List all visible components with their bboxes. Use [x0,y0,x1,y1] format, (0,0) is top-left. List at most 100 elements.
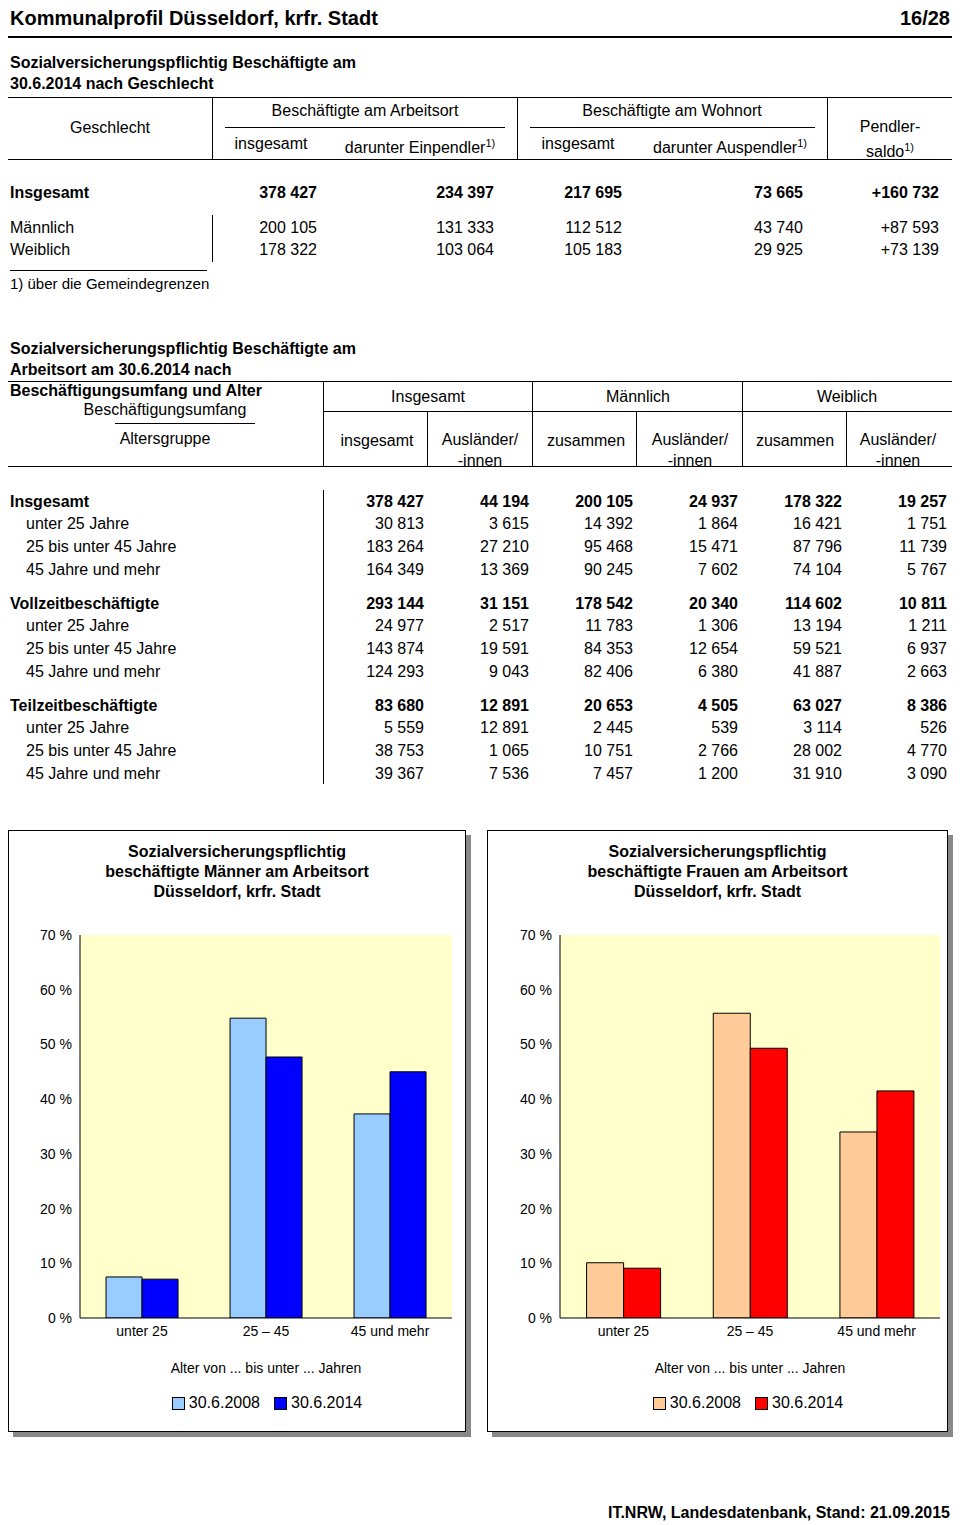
svg-text:30 %: 30 % [520,1146,552,1162]
svg-text:Alter von ... bis unter ... Ja: Alter von ... bis unter ... Jahren [655,1360,846,1376]
svg-text:0 %: 0 % [48,1310,72,1326]
html-text:zusammen: zusammen [546,431,626,449]
html-text:73 665: 73 665 [754,183,803,201]
svg-text:70 %: 70 % [520,927,552,943]
svg-text:45 und mehr: 45 und mehr [837,1323,916,1339]
html-text:insgesamt: insgesamt [541,134,615,152]
html-text:293 144: 293 144 [366,594,424,612]
html-text:7 602: 7 602 [698,560,738,578]
html-text:+160 732: +160 732 [871,183,939,201]
html-text:Ausländer/ -innen: Ausländer/ -innen [441,430,519,469]
html-text:30 813: 30 813 [375,515,424,533]
html-text:insgesamt: insgesamt [234,134,308,152]
html-text:Pendler- saldo1): Pendler- saldo1) [859,117,921,160]
html-text:14 392: 14 392 [584,515,633,533]
html-text:178 322: 178 322 [784,492,842,510]
html-text:Weiblich: Weiblich [816,387,878,405]
html-text:1 864: 1 864 [698,515,738,533]
html-text:Kommunalprofil Düsseldorf, krf: Kommunalprofil Düsseldorf, krfr. Stadt [10,7,378,29]
html-text:378 427: 378 427 [259,183,317,201]
svg-text:20 %: 20 % [520,1201,552,1217]
html-text:178 322: 178 322 [259,240,317,258]
html-text:19 257: 19 257 [898,492,947,510]
html-text:Beschäftigte am Wohnort: Beschäftigte am Wohnort [582,101,762,119]
html-text:24 937: 24 937 [689,492,738,510]
html-text:Ausländer/ -innen: Ausländer/ -innen [651,430,729,469]
html-text:217 695: 217 695 [564,183,622,201]
svg-text:25 – 45: 25 – 45 [727,1323,774,1339]
html-text:112 512: 112 512 [565,218,622,236]
html-text:20 340: 20 340 [689,594,738,612]
html-text:Weiblich: Weiblich [10,240,71,258]
html-text:Sozialversicherungspflichtig B: Sozialversicherungspflichtig Beschäftigt… [10,53,356,92]
svg-text:50 %: 50 % [520,1036,552,1052]
html-text:Insgesamt: Insgesamt [391,387,465,405]
html-text:Altersgruppe: Altersgruppe [119,429,211,447]
html-text:29 925: 29 925 [754,240,803,258]
html-text:Beschäftigte am Arbeitsort: Beschäftigte am Arbeitsort [271,101,459,119]
html-text:114 602: 114 602 [785,594,842,612]
html-text:2 517: 2 517 [489,617,529,635]
html-text:11 783: 11 783 [585,617,633,635]
html-text:Geschlecht: Geschlecht [70,118,150,136]
svg-text:25 – 45: 25 – 45 [243,1323,290,1339]
html-text:44 194: 44 194 [480,492,529,510]
svg-text:40 %: 40 % [520,1091,552,1107]
html-text:unter 25 Jahre: unter 25 Jahre [26,617,130,635]
html-text:3 615: 3 615 [489,515,529,533]
svg-text:40 %: 40 % [40,1091,72,1107]
html-text:insgesamt: insgesamt [340,431,414,449]
html-text:200 105: 200 105 [259,218,317,236]
svg-text:30 %: 30 % [40,1146,72,1162]
html-text:105 183: 105 183 [564,240,622,258]
svg-text:10 %: 10 % [40,1255,72,1271]
html-text:13 369: 13 369 [480,560,529,578]
svg-text:Alter von ... bis unter ... Ja: Alter von ... bis unter ... Jahren [171,1360,362,1376]
svg-text:45 und mehr: 45 und mehr [351,1323,430,1339]
html-text:+87 593: +87 593 [880,218,939,236]
html-text:31 151: 31 151 [480,594,529,612]
html-text:1) über die Gemeindegrenzen: 1) über die Gemeindegrenzen [10,275,210,293]
html-text:16/28: 16/28 [899,7,950,29]
svg-text:10 %: 10 % [520,1255,552,1271]
html-text:Männlich: Männlich [606,387,670,405]
html-text:Insgesamt: Insgesamt [10,183,90,201]
svg-text:70 %: 70 % [40,927,72,943]
svg-text:unter 25: unter 25 [598,1323,650,1339]
html-text:45 Jahre und mehr: 45 Jahre und mehr [26,560,161,578]
html-text:200 105: 200 105 [575,492,633,510]
html-text:164 349: 164 349 [366,560,424,578]
svg-text:60 %: 60 % [520,982,552,998]
html-text:43 740: 43 740 [754,218,803,236]
html-text:234 397: 234 397 [436,183,494,201]
svg-text:0 %: 0 % [528,1310,552,1326]
html-text:Männlich: Männlich [10,218,74,236]
svg-text:unter 25: unter 25 [116,1323,168,1339]
html-text:378 427: 378 427 [366,492,424,510]
html-text:5 767: 5 767 [907,560,947,578]
html-text:16 421: 16 421 [793,515,842,533]
html-text:Insgesamt: Insgesamt [10,492,90,510]
html-text:Sozialversicherungspflichtig B: Sozialversicherungspflichtig Beschäftigt… [10,339,356,399]
html-text:178 542: 178 542 [575,594,633,612]
html-text:zusammen: zusammen [755,431,835,449]
html-text:unter 25 Jahre: unter 25 Jahre [26,515,130,533]
svg-text:50 %: 50 % [40,1036,72,1052]
html-text:1 751: 1 751 [907,515,947,533]
html-text:Sozialversicherungspflichtig b: Sozialversicherungspflichtig beschäftigt… [105,843,369,900]
html-text:24 977: 24 977 [375,617,424,635]
html-text:90 245: 90 245 [584,560,633,578]
html-text:131 333: 131 333 [436,218,494,236]
html-text:103 064: 103 064 [436,240,494,258]
svg-text:60 %: 60 % [40,982,72,998]
html-text:darunter Auspendler1): darunter Auspendler1) [653,136,807,156]
html-text:Beschäftigungsumfang: Beschäftigungsumfang [83,400,247,418]
html-text:darunter Einpendler1): darunter Einpendler1) [344,136,496,156]
html-text:Sozialversicherungspflichtig b: Sozialversicherungspflichtig beschäftigt… [587,843,848,900]
html-text:Vollzeitbeschäftigte: Vollzeitbeschäftigte [10,594,160,612]
svg-text:20 %: 20 % [40,1201,72,1217]
html-text:74 104: 74 104 [793,560,842,578]
html-text:10 811: 10 811 [898,594,947,612]
html-text:+73 139: +73 139 [880,240,939,258]
html-text:Ausländer/ -innen: Ausländer/ -innen [859,430,937,469]
